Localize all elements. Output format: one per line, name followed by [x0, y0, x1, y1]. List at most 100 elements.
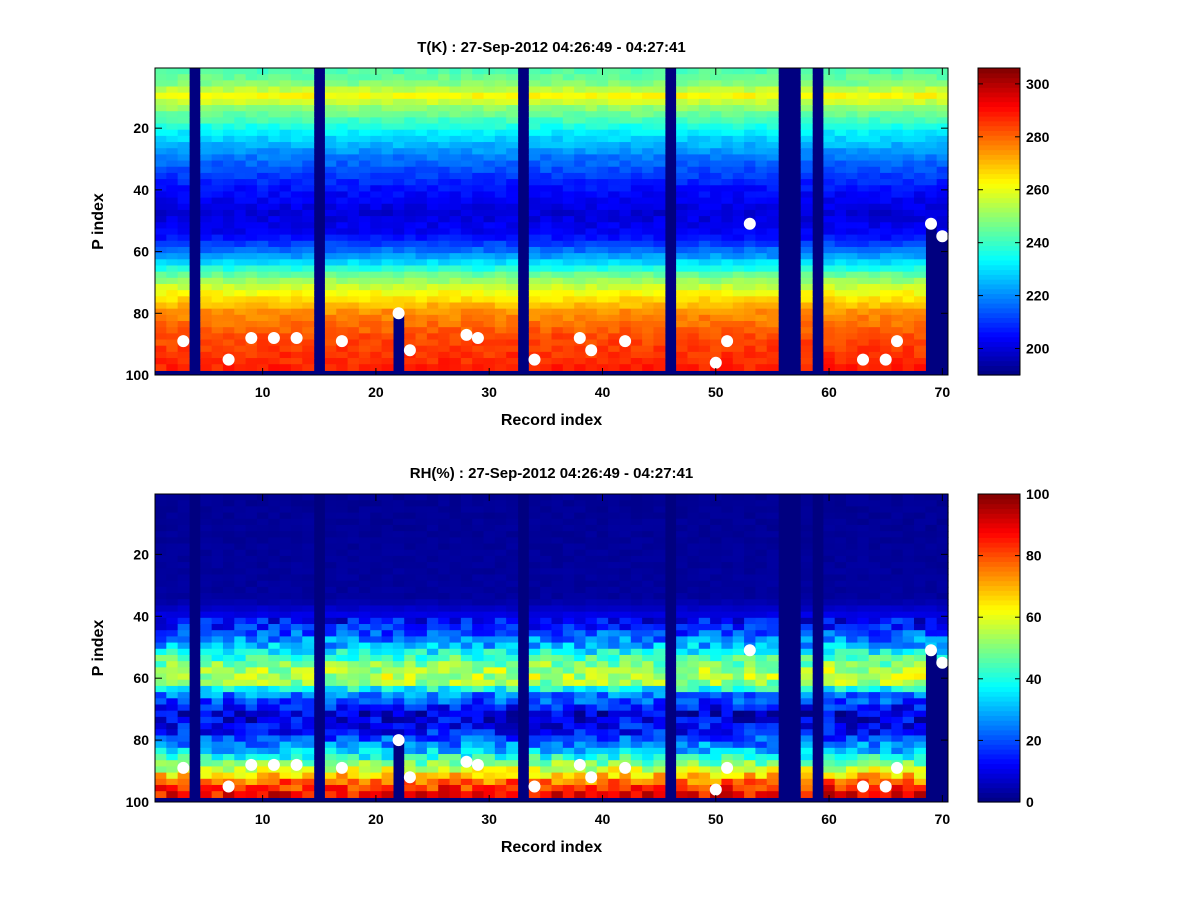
heatmap-cell [461, 704, 473, 711]
heatmap-cell [257, 674, 269, 681]
heatmap-cell [653, 358, 665, 365]
heatmap-cell [914, 333, 926, 340]
heatmap-cell [574, 519, 586, 526]
colorbar-segment [978, 126, 1020, 131]
heatmap-cell [336, 327, 348, 334]
heatmap-cell [370, 544, 382, 551]
heatmap-cell [336, 649, 348, 656]
heatmap-cell [653, 117, 665, 124]
heatmap-cell [506, 278, 518, 285]
heatmap-cell [404, 686, 416, 693]
heatmap-cell [903, 228, 915, 235]
heatmap-cell [382, 340, 394, 347]
heatmap-cell [461, 167, 473, 174]
heatmap-cell [552, 587, 564, 594]
heatmap-cell [563, 358, 575, 365]
heatmap-cell [268, 148, 280, 155]
heatmap-cell [178, 302, 190, 309]
heatmap-cell [676, 87, 688, 94]
heatmap-cell [846, 228, 858, 235]
heatmap-cell [585, 333, 597, 340]
heatmap-cell [280, 327, 292, 334]
heatmap-cell [370, 352, 382, 359]
heatmap-cell [903, 74, 915, 81]
heatmap-cell [495, 148, 507, 155]
heatmap-cell [552, 748, 564, 755]
heatmap-cell [427, 296, 439, 303]
heatmap-cell [382, 562, 394, 569]
heatmap-cell [200, 173, 212, 180]
heatmap-cell [880, 327, 892, 334]
heatmap-cell [835, 173, 847, 180]
heatmap-cell [903, 333, 915, 340]
heatmap-cell [869, 204, 881, 211]
heatmap-cell [880, 321, 892, 328]
heatmap-cell [619, 87, 631, 94]
colorbar-segment [978, 245, 1020, 250]
heatmap-cell [597, 550, 609, 557]
heatmap-cell [438, 680, 450, 687]
heatmap-cell [472, 494, 484, 501]
heatmap-cell [348, 754, 360, 761]
heatmap-cell [642, 253, 654, 260]
heatmap-cell [166, 148, 178, 155]
heatmap-cell [404, 284, 416, 291]
heatmap-cell [393, 142, 405, 149]
heatmap-cell [846, 198, 858, 205]
heatmap-cell [382, 327, 394, 334]
heatmap-cell [336, 605, 348, 612]
heatmap-cell [529, 228, 541, 235]
heatmap-cell [427, 302, 439, 309]
heatmap-cell [302, 87, 314, 94]
heatmap-cell [857, 272, 869, 279]
heatmap-cell [552, 247, 564, 254]
heatmap-cell [699, 259, 711, 266]
heatmap-cell [495, 723, 507, 730]
heatmap-cell [336, 105, 348, 112]
heatmap-cell [325, 340, 337, 347]
heatmap-cell [427, 674, 439, 681]
heatmap-cell [733, 142, 745, 149]
heatmap-cell [336, 661, 348, 668]
heatmap-cell [903, 191, 915, 198]
heatmap-cell [291, 748, 303, 755]
heatmap-cell [835, 278, 847, 285]
heatmap-cell [597, 99, 609, 106]
heatmap-cell [280, 87, 292, 94]
heatmap-cell [835, 340, 847, 347]
heatmap-cell [484, 309, 496, 316]
heatmap-cell [619, 228, 631, 235]
heatmap-cell [823, 327, 835, 334]
heatmap-cell [450, 698, 462, 705]
heatmap-cell [246, 80, 258, 87]
marker-point [472, 332, 484, 344]
heatmap-cell [574, 352, 586, 359]
heatmap-cell [166, 302, 178, 309]
heatmap-cell [687, 185, 699, 192]
heatmap-cell [427, 655, 439, 662]
heatmap-cell [246, 284, 258, 291]
heatmap-cell [880, 204, 892, 211]
heatmap-cell [246, 735, 258, 742]
heatmap-cell [223, 74, 235, 81]
heatmap-cell [846, 216, 858, 223]
heatmap-cell [642, 265, 654, 272]
heatmap-cell [619, 302, 631, 309]
heatmap-cell [359, 754, 371, 761]
heatmap-cell [370, 136, 382, 143]
heatmap-cell [302, 136, 314, 143]
heatmap-cell [767, 74, 779, 81]
heatmap-cell [427, 74, 439, 81]
heatmap-cell [563, 779, 575, 786]
heatmap-cell [234, 562, 246, 569]
heatmap-cell [506, 599, 518, 606]
heatmap-cell [370, 74, 382, 81]
heatmap-cell [370, 191, 382, 198]
heatmap-cell [404, 111, 416, 118]
heatmap-cell [268, 537, 280, 544]
heatmap-cell [246, 309, 258, 316]
heatmap-cell [166, 80, 178, 87]
heatmap-cell [427, 241, 439, 248]
heatmap-cell [178, 519, 190, 526]
heatmap-cell [642, 222, 654, 229]
